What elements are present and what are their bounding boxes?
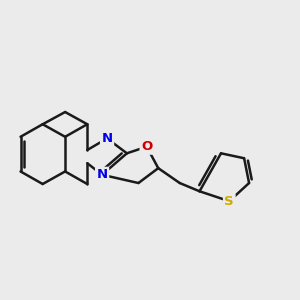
Text: S: S — [224, 195, 234, 208]
Text: N: N — [101, 132, 112, 145]
Text: N: N — [97, 168, 108, 181]
Text: O: O — [141, 140, 152, 153]
